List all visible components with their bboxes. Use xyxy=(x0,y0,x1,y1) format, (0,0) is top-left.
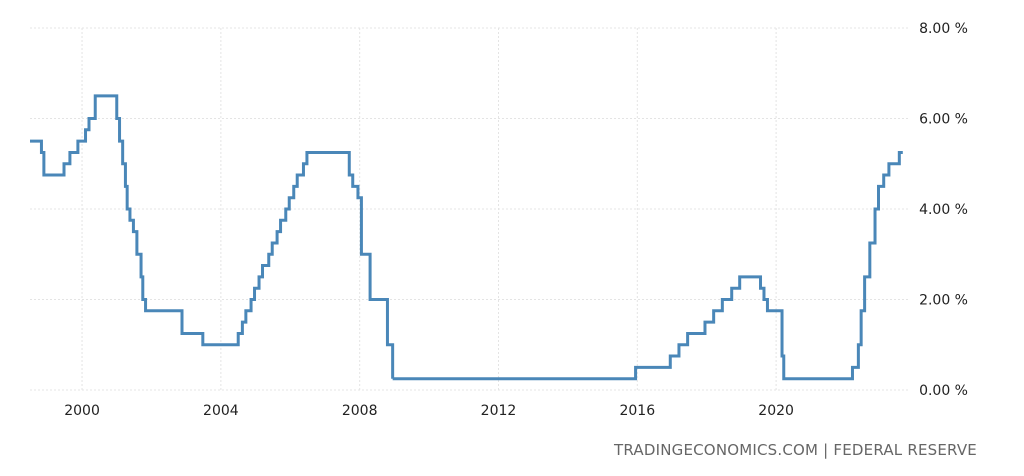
y-tick-label: 0.00 % xyxy=(919,383,968,399)
y-tick-label: 8.00 % xyxy=(919,21,968,37)
x-tick-label: 2000 xyxy=(64,403,100,419)
x-tick-label: 2016 xyxy=(619,403,655,419)
y-tick-label: 2.00 % xyxy=(919,293,968,309)
series-layer xyxy=(30,94,903,381)
series-line-0 xyxy=(30,94,395,379)
y-axis: 0.00 % 2.00 % 4.00 % 6.00 % 8.00 % xyxy=(919,21,968,399)
y-tick-label: 4.00 % xyxy=(919,202,968,218)
series-line-1 xyxy=(392,150,903,381)
x-tick-label: 2008 xyxy=(342,403,378,419)
y-tick-label: 6.00 % xyxy=(919,112,968,128)
source-label: TRADINGECONOMICS.COM | FEDERAL RESERVE xyxy=(614,441,977,459)
x-tick-label: 2004 xyxy=(203,403,239,419)
x-tick-label: 2012 xyxy=(481,403,517,419)
x-axis: 2000 2004 2008 2012 2016 2020 xyxy=(64,403,794,419)
grid xyxy=(30,27,908,391)
x-tick-label: 2020 xyxy=(758,403,794,419)
